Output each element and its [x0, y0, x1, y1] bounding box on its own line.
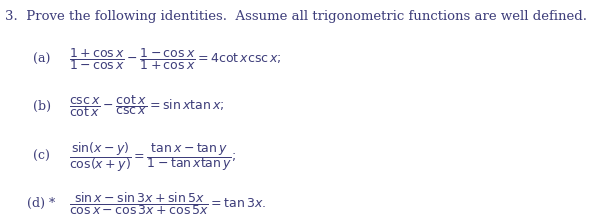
Text: $\dfrac{\sin(x-y)}{\cos(x+y)}=\dfrac{\tan x-\tan y}{1-\tan x\tan y};$: $\dfrac{\sin(x-y)}{\cos(x+y)}=\dfrac{\ta…: [69, 140, 237, 174]
Text: (d) *: (d) *: [27, 197, 55, 210]
Text: $\dfrac{\sin x-\sin 3x+\sin 5x}{\cos x-\cos 3x+\cos 5x}=\tan 3x.$: $\dfrac{\sin x-\sin 3x+\sin 5x}{\cos x-\…: [69, 190, 267, 217]
Text: (c): (c): [33, 150, 50, 163]
Text: 3.  Prove the following identities.  Assume all trigonometric functions are well: 3. Prove the following identities. Assum…: [5, 10, 587, 23]
Text: (b): (b): [33, 100, 51, 113]
Text: $\dfrac{\csc x}{\cot x}-\dfrac{\cot x}{\csc x}=\sin x\tan x;$: $\dfrac{\csc x}{\cot x}-\dfrac{\cot x}{\…: [69, 93, 225, 119]
Text: (a): (a): [33, 53, 51, 66]
Text: $\dfrac{1+\cos x}{1-\cos x}-\dfrac{1-\cos x}{1+\cos x}=4\cot x\csc x;$: $\dfrac{1+\cos x}{1-\cos x}-\dfrac{1-\co…: [69, 46, 282, 72]
